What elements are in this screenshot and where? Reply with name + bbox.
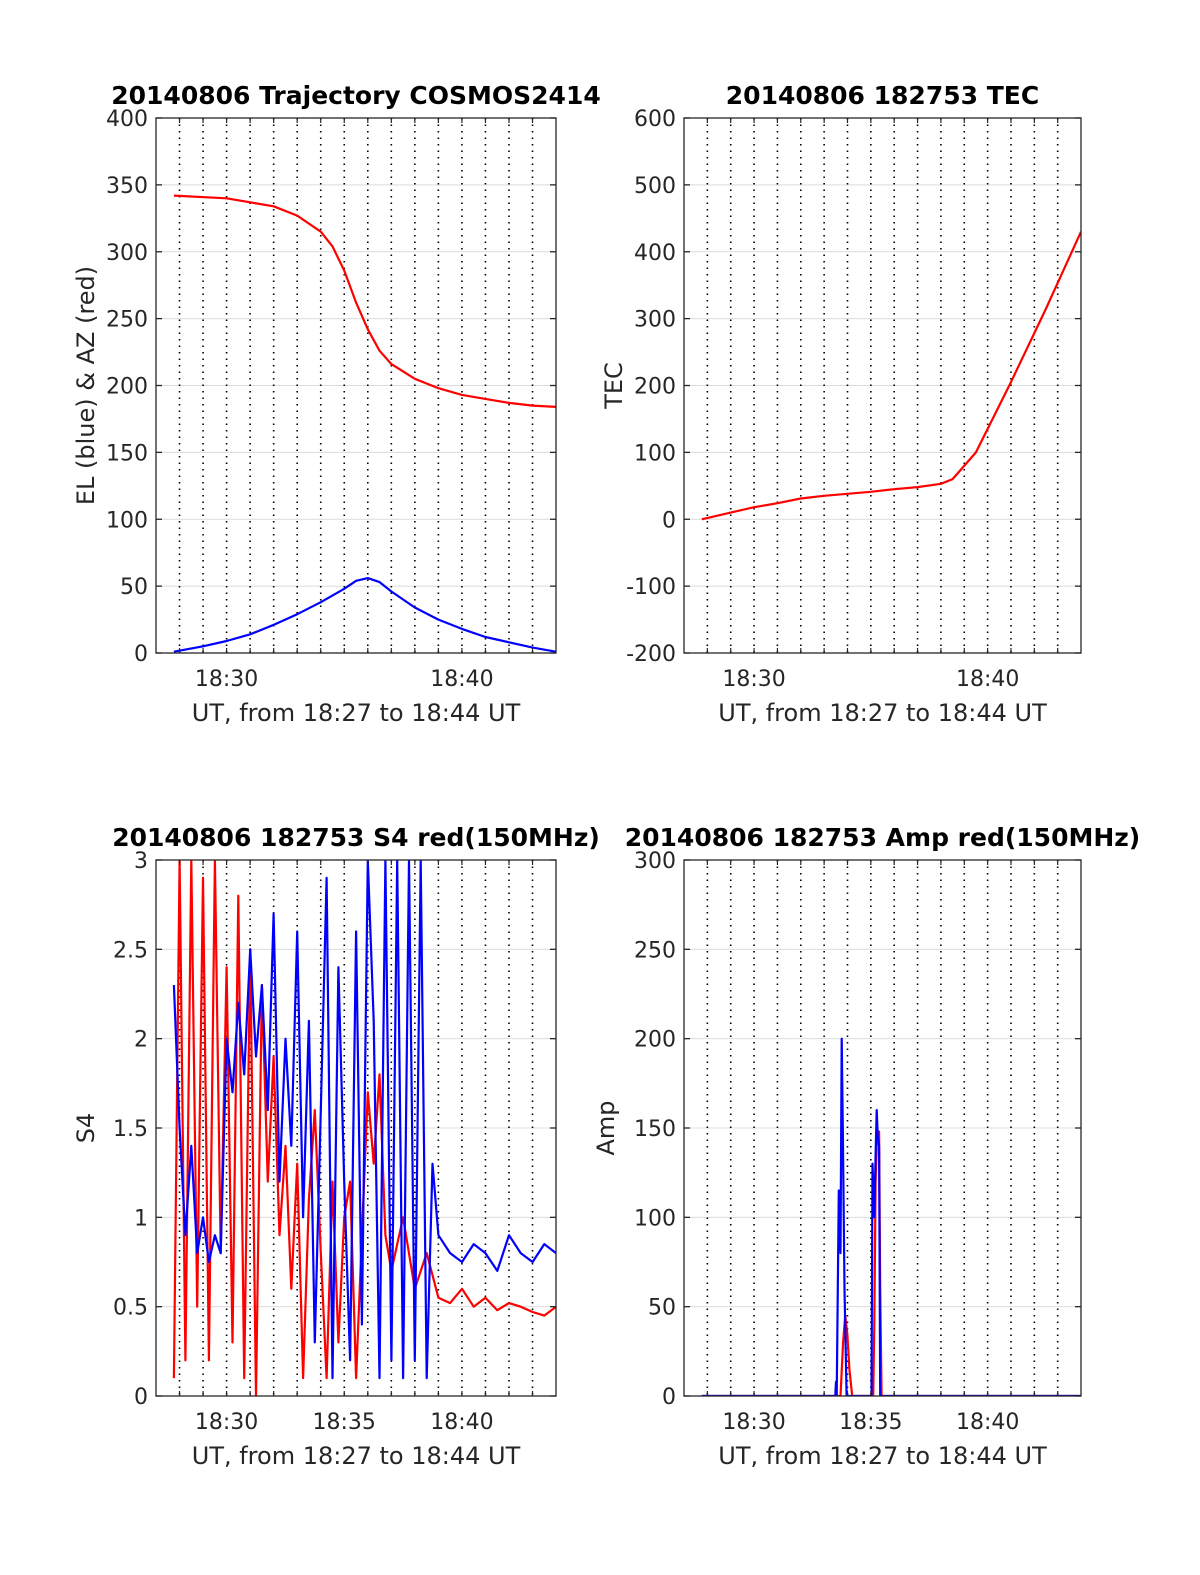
y-tick-label: 400 [634, 241, 676, 266]
y-tick-label: 1 [134, 1206, 148, 1231]
y-tick-label: 250 [634, 938, 676, 963]
series-line-1 [172, 860, 556, 1380]
y-tick-label: 50 [120, 575, 148, 600]
chart-title: 20140806 182753 S4 red(150MHz) [112, 823, 600, 852]
series-line-0 [701, 1130, 1081, 1396]
x-tick-label: 18:35 [313, 1410, 376, 1435]
x-tick-label: 18:40 [956, 1410, 1019, 1435]
series-group [701, 1037, 1081, 1396]
y-axis-label: Amp [592, 1100, 620, 1155]
y-tick-label: 200 [634, 1028, 676, 1053]
y-tick-label: 2 [134, 1028, 148, 1053]
amp-chart: 0 50 100 150 200 250 300 18:30 18:35 18:40 UT, fro… [592, 823, 1140, 1470]
y-tick-label: 100 [634, 1206, 676, 1231]
y-tick-label: 200 [106, 375, 148, 400]
series-line-1 [701, 1037, 1081, 1396]
y-tick-label: 150 [634, 1117, 676, 1142]
chart-title: 20140806 182753 Amp red(150MHz) [625, 823, 1141, 852]
series-group [701, 231, 1081, 521]
x-tick-label: 18:40 [430, 667, 493, 692]
y-tick-label: 300 [634, 849, 676, 874]
x-axis-label: UT, from 18:27 to 18:44 UT [192, 699, 521, 727]
y-tick-label: -200 [626, 642, 676, 667]
x-axis-label: UT, from 18:27 to 18:44 UT [718, 699, 1047, 727]
y-tick-label: -100 [626, 575, 676, 600]
y-tick-label: 0 [134, 642, 148, 667]
y-tick-label: 0 [662, 508, 676, 533]
y-tick-label: 0 [134, 1385, 148, 1410]
chart-title: 20140806 Trajectory COSMOS2414 [111, 81, 601, 110]
y-tick-label: 200 [634, 375, 676, 400]
trajectory-chart: 0 50 100 150 200 250 300 350 400 18:30 18:40 UT, fr… [72, 81, 601, 727]
y-tick-label: 600 [634, 107, 676, 132]
series-line-0 [173, 194, 556, 408]
x-tick-label: 18:30 [722, 667, 785, 692]
y-tick-label: 350 [106, 174, 148, 199]
y-tick-label: 100 [106, 508, 148, 533]
y-axis-label: EL (blue) & AZ (red) [72, 266, 100, 505]
y-tick-label: 500 [634, 174, 676, 199]
y-tick-label: 300 [106, 241, 148, 266]
s4-chart: 0 0.5 1 1.5 2 2.5 3 18:30 18:35 18:40 UT, from 18:… [72, 823, 600, 1470]
tec-chart: -200 -100 0 100 200 300 400 500 600 18:30 18:40 UT,… [600, 81, 1082, 727]
y-tick-label: 0.5 [113, 1296, 148, 1321]
x-tick-label: 18:35 [839, 1410, 902, 1435]
chart-title: 20140806 182753 TEC [726, 81, 1039, 110]
series-line-1 [173, 576, 556, 653]
y-tick-label: 0 [662, 1385, 676, 1410]
x-axis-label: UT, from 18:27 to 18:44 UT [192, 1442, 521, 1470]
y-tick-label: 150 [106, 441, 148, 466]
series-line-0 [701, 231, 1081, 521]
y-axis-label: TEC [600, 362, 628, 410]
y-tick-label: 400 [106, 107, 148, 132]
y-tick-label: 300 [634, 308, 676, 333]
y-tick-label: 1.5 [113, 1117, 148, 1142]
x-tick-label: 18:30 [722, 1410, 785, 1435]
y-tick-label: 250 [106, 308, 148, 333]
x-axis-label: UT, from 18:27 to 18:44 UT [718, 1442, 1047, 1470]
y-tick-label: 2.5 [113, 938, 148, 963]
series-group [172, 860, 556, 1396]
y-tick-label: 100 [634, 441, 676, 466]
x-tick-label: 18:30 [195, 667, 258, 692]
y-tick-label: 50 [648, 1296, 676, 1321]
x-tick-label: 18:40 [956, 667, 1019, 692]
x-tick-label: 18:40 [430, 1410, 493, 1435]
x-tick-label: 18:30 [195, 1410, 258, 1435]
y-axis-label: S4 [72, 1113, 100, 1144]
y-tick-label: 3 [134, 849, 148, 874]
series-group [173, 194, 556, 653]
